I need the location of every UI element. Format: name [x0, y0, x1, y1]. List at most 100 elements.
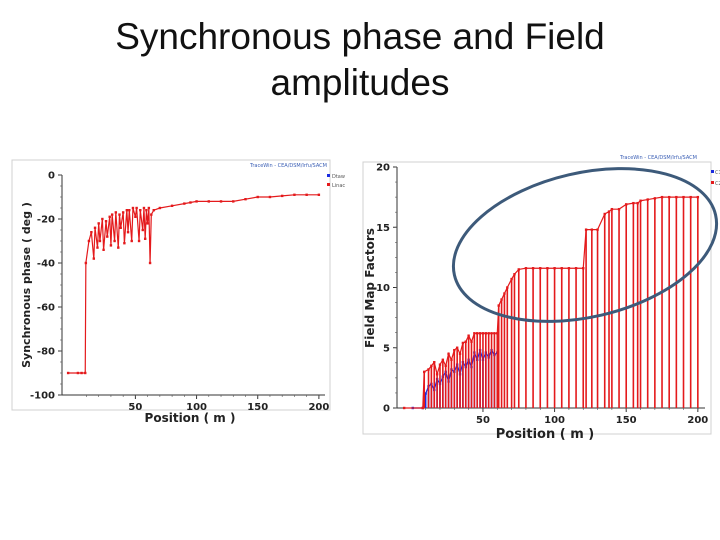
x-tick-label: 100 [544, 415, 565, 426]
series-c2-point [423, 370, 426, 374]
series-linac-point [219, 200, 223, 203]
series-c2-point [458, 352, 462, 355]
series-c2-point [435, 373, 439, 376]
series-c2-point [639, 199, 642, 202]
series-linac-point [92, 257, 96, 260]
series-linac-point [158, 206, 162, 210]
x-tick-label: 100 [186, 402, 207, 413]
series-linac-point [125, 209, 129, 212]
series-linac-point [293, 193, 296, 196]
series-linac-point [121, 211, 125, 214]
series-c2-point [632, 201, 635, 205]
legend-label-c2: C2 [715, 181, 720, 187]
series-c2-point [567, 267, 571, 270]
series-c2-point [560, 267, 563, 270]
series-c2-point [503, 292, 506, 295]
series-c2-point [607, 210, 611, 213]
x-axis-label: Position ( m ) [496, 427, 595, 442]
series-linac-point [244, 198, 247, 201]
y-tick-label: -60 [37, 303, 55, 314]
series-c2-point [484, 332, 488, 335]
series-c2-point [603, 212, 606, 216]
series-linac-point [150, 213, 153, 216]
series-c2-point [531, 267, 535, 270]
series-c2-point [539, 267, 542, 270]
legend-label-c1: C1 [715, 170, 720, 176]
chart-credit: TraceWin - CEA/DSM/Irfu/SACM [619, 155, 697, 161]
series-c2-point [478, 332, 482, 335]
x-tick-label: 50 [128, 402, 142, 413]
series-linac-point [104, 220, 108, 223]
series-linac-point [128, 209, 131, 212]
legend: Dtaw Linac [327, 174, 345, 189]
series-linac-point [66, 371, 70, 375]
series-c2-point [464, 340, 467, 343]
legend-swatch-c1 [711, 170, 714, 173]
legend-swatch-c2 [711, 181, 714, 184]
series-linac-point [152, 209, 155, 212]
legend: C1 C2 [711, 170, 720, 187]
series-linac-point [130, 239, 133, 243]
series-c2-point [610, 207, 614, 211]
series-c2-point [617, 207, 621, 211]
series-linac-point [141, 228, 144, 232]
series-linac-point [232, 200, 235, 203]
slide-title: Synchronous phase and Field amplitudes [80, 14, 640, 106]
series-linac-point [106, 235, 109, 238]
y-tick-label: 0 [48, 171, 55, 182]
series-c2-point [636, 201, 639, 205]
series-linac-point [142, 206, 146, 210]
y-tick-label: 0 [383, 404, 390, 415]
series-c2-point [497, 304, 500, 307]
series-c2-point [500, 298, 503, 301]
synchronous-phase-chart: TraceWin - CEA/DSM/Irfu/SACM Dtaw Linac … [11, 159, 345, 425]
series-c2-point [444, 364, 447, 368]
series-c2-point [510, 277, 513, 281]
series-linac-point [117, 246, 120, 249]
series-c2-point [646, 198, 649, 201]
series-c2-point [660, 195, 664, 199]
series-c2-point [524, 267, 528, 270]
y-tick-label: 5 [383, 343, 390, 354]
series-linac-point [137, 239, 141, 243]
series-c2-point [441, 358, 445, 361]
x-tick-label: 150 [616, 415, 637, 426]
y-tick-label: -100 [30, 391, 55, 402]
series-linac-point [114, 211, 118, 214]
series-linac-point [87, 239, 91, 243]
x-tick-label: 200 [687, 415, 708, 426]
series-c2-point [447, 352, 450, 355]
series-linac-point [109, 244, 113, 247]
y-tick-label: -40 [37, 259, 55, 270]
series-linac-point [305, 193, 308, 196]
series-linac-point [148, 261, 152, 265]
x-axis-label: Position ( m ) [145, 411, 236, 425]
y-axis-label: Field Map Factors [363, 228, 377, 348]
series-c2-point [421, 406, 424, 410]
series-c2-point [546, 267, 549, 270]
series-c2-point [496, 332, 499, 335]
series-c2-point [481, 332, 485, 335]
series-c2-point [596, 228, 599, 231]
series-linac-point [317, 193, 321, 196]
series-linac-point [110, 213, 114, 216]
series-c2-point [461, 341, 465, 345]
series-c2-point [517, 268, 520, 271]
series-c2-point [493, 332, 496, 335]
series-linac-point [93, 226, 97, 229]
y-axis-label: Synchronous phase ( deg ) [20, 202, 33, 368]
series-c2-point [653, 197, 657, 200]
series-c2-point [487, 332, 490, 335]
series-linac-point [76, 371, 80, 375]
series-linac-point [170, 204, 174, 207]
series-linac-point [268, 195, 272, 199]
series-c2-point [682, 195, 685, 199]
series-c2-point [402, 406, 406, 410]
x-tick-label: 200 [308, 402, 329, 413]
series-c1-line [412, 348, 498, 409]
series-c2-point [427, 368, 430, 371]
series-c2-point [453, 348, 456, 352]
series-c2-point [476, 332, 479, 335]
series-linac-point [119, 226, 122, 229]
series-linac-point [131, 206, 135, 210]
